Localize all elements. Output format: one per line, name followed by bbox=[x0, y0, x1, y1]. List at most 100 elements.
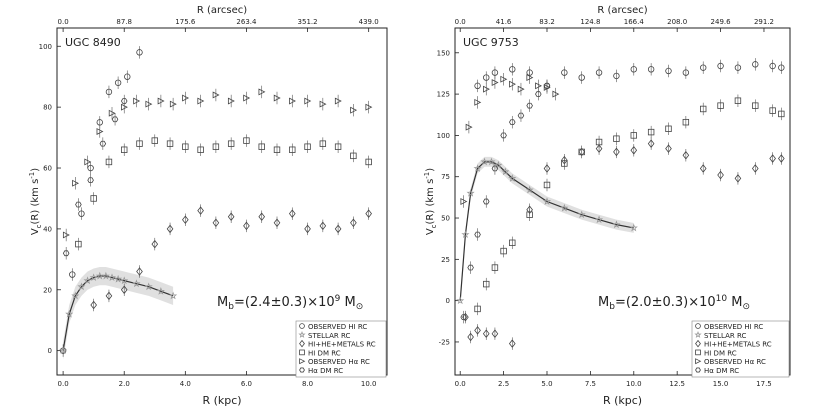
legend-marker bbox=[299, 339, 305, 348]
x-tick-label: 10.0 bbox=[626, 380, 642, 388]
data-point bbox=[487, 157, 496, 166]
data-point bbox=[304, 224, 311, 234]
legend-label: HI+HE+METALS RC bbox=[308, 341, 376, 349]
data-point bbox=[136, 140, 143, 147]
y-tick-label: 60 bbox=[43, 165, 52, 173]
data-point bbox=[456, 296, 465, 305]
top-x-tick-label: 166.4 bbox=[624, 18, 645, 26]
data-point bbox=[526, 102, 533, 109]
data-point bbox=[227, 212, 235, 222]
data-point bbox=[466, 188, 475, 197]
data-point bbox=[491, 69, 499, 76]
data-point bbox=[258, 88, 266, 96]
data-point bbox=[121, 146, 128, 153]
y-tick-label: 80 bbox=[43, 104, 52, 112]
x-tick-label: 5.0 bbox=[541, 380, 552, 388]
data-point bbox=[647, 128, 655, 136]
data-point bbox=[778, 110, 785, 118]
data-point bbox=[101, 271, 110, 280]
data-point bbox=[682, 118, 690, 126]
legend-label: Hα DM RC bbox=[308, 367, 343, 375]
legend-marker bbox=[299, 349, 305, 356]
data-point bbox=[535, 82, 543, 90]
data-point bbox=[482, 329, 490, 338]
data-point bbox=[120, 276, 129, 285]
data-point bbox=[78, 210, 85, 217]
legend-label: HI+HE+METALS RC bbox=[704, 341, 772, 349]
y-tick-label: 40 bbox=[43, 225, 52, 233]
data-point bbox=[87, 177, 94, 184]
data-point bbox=[769, 62, 776, 70]
legend-marker bbox=[695, 323, 701, 329]
data-point bbox=[334, 224, 342, 234]
data-point bbox=[465, 123, 473, 131]
data-point bbox=[543, 83, 551, 89]
data-point bbox=[105, 158, 113, 166]
data-point bbox=[483, 74, 490, 81]
data-point bbox=[99, 140, 107, 147]
x-tick-label: 15.0 bbox=[713, 380, 729, 388]
data-point bbox=[59, 346, 68, 355]
top-x-axis-label: R (arcsec) bbox=[597, 5, 647, 16]
data-point bbox=[350, 106, 358, 114]
data-point bbox=[144, 282, 153, 291]
legend-marker bbox=[695, 367, 701, 373]
data-point bbox=[132, 279, 141, 288]
top-x-tick-label: 83.2 bbox=[539, 18, 555, 26]
stellar-band bbox=[460, 156, 634, 306]
data-point bbox=[508, 339, 516, 348]
data-point bbox=[577, 210, 586, 219]
legend-marker bbox=[299, 367, 305, 373]
data-point bbox=[509, 119, 516, 126]
series-star bbox=[456, 157, 638, 305]
data-point bbox=[543, 164, 551, 173]
data-point bbox=[319, 100, 327, 108]
data-point bbox=[500, 132, 507, 139]
data-point bbox=[526, 74, 534, 82]
legend-box bbox=[295, 320, 387, 378]
y-tick-label: 150 bbox=[437, 49, 450, 57]
data-point bbox=[501, 167, 510, 176]
data-point bbox=[108, 109, 116, 117]
x-tick-label: 8.0 bbox=[302, 380, 313, 388]
data-point bbox=[509, 239, 516, 247]
data-point bbox=[212, 218, 220, 228]
data-point bbox=[578, 74, 585, 81]
mass-annotation: Mb=(2.4±0.3)×109 M⊙ bbox=[217, 294, 363, 312]
data-point bbox=[365, 103, 373, 111]
y-tick-label: 100 bbox=[39, 43, 52, 51]
data-point bbox=[647, 139, 655, 148]
data-point bbox=[105, 88, 113, 96]
data-point bbox=[96, 119, 103, 126]
data-point bbox=[517, 112, 525, 119]
legend-marker bbox=[695, 349, 701, 356]
data-point bbox=[595, 144, 603, 153]
legend-label: Hα DM RC bbox=[704, 367, 739, 375]
data-point bbox=[700, 105, 707, 113]
plot-frame bbox=[454, 27, 791, 376]
data-point bbox=[273, 94, 281, 102]
y-tick-label: 25 bbox=[441, 256, 450, 264]
x-tick-label: 4.0 bbox=[180, 380, 191, 388]
data-point bbox=[473, 164, 482, 172]
data-point bbox=[243, 137, 250, 144]
y-tick-label: 75 bbox=[441, 173, 450, 181]
top-x-axis-label: R (arcsec) bbox=[197, 5, 247, 16]
data-point bbox=[334, 143, 342, 150]
x-tick-label: 6.0 bbox=[241, 380, 252, 388]
data-point bbox=[83, 276, 92, 285]
top-x-tick-label: 0.0 bbox=[58, 18, 69, 26]
legend-marker bbox=[299, 323, 305, 329]
mass-annotation: Mb=(2.0±0.3)×1010 M⊙ bbox=[598, 294, 750, 312]
data-point bbox=[319, 140, 327, 147]
series-hexagon bbox=[460, 79, 551, 324]
data-point bbox=[700, 64, 707, 71]
legend-label: HI DM RC bbox=[308, 349, 341, 357]
chart-panel-0: 0.0 2.0 4.0 6.0 8.0 10.0 0.0 87.8 175.6 263.4 351.… bbox=[28, 5, 388, 407]
data-point bbox=[665, 144, 672, 153]
data-point bbox=[111, 116, 119, 123]
data-point bbox=[682, 69, 690, 76]
data-point bbox=[72, 179, 80, 187]
data-point bbox=[491, 79, 499, 86]
